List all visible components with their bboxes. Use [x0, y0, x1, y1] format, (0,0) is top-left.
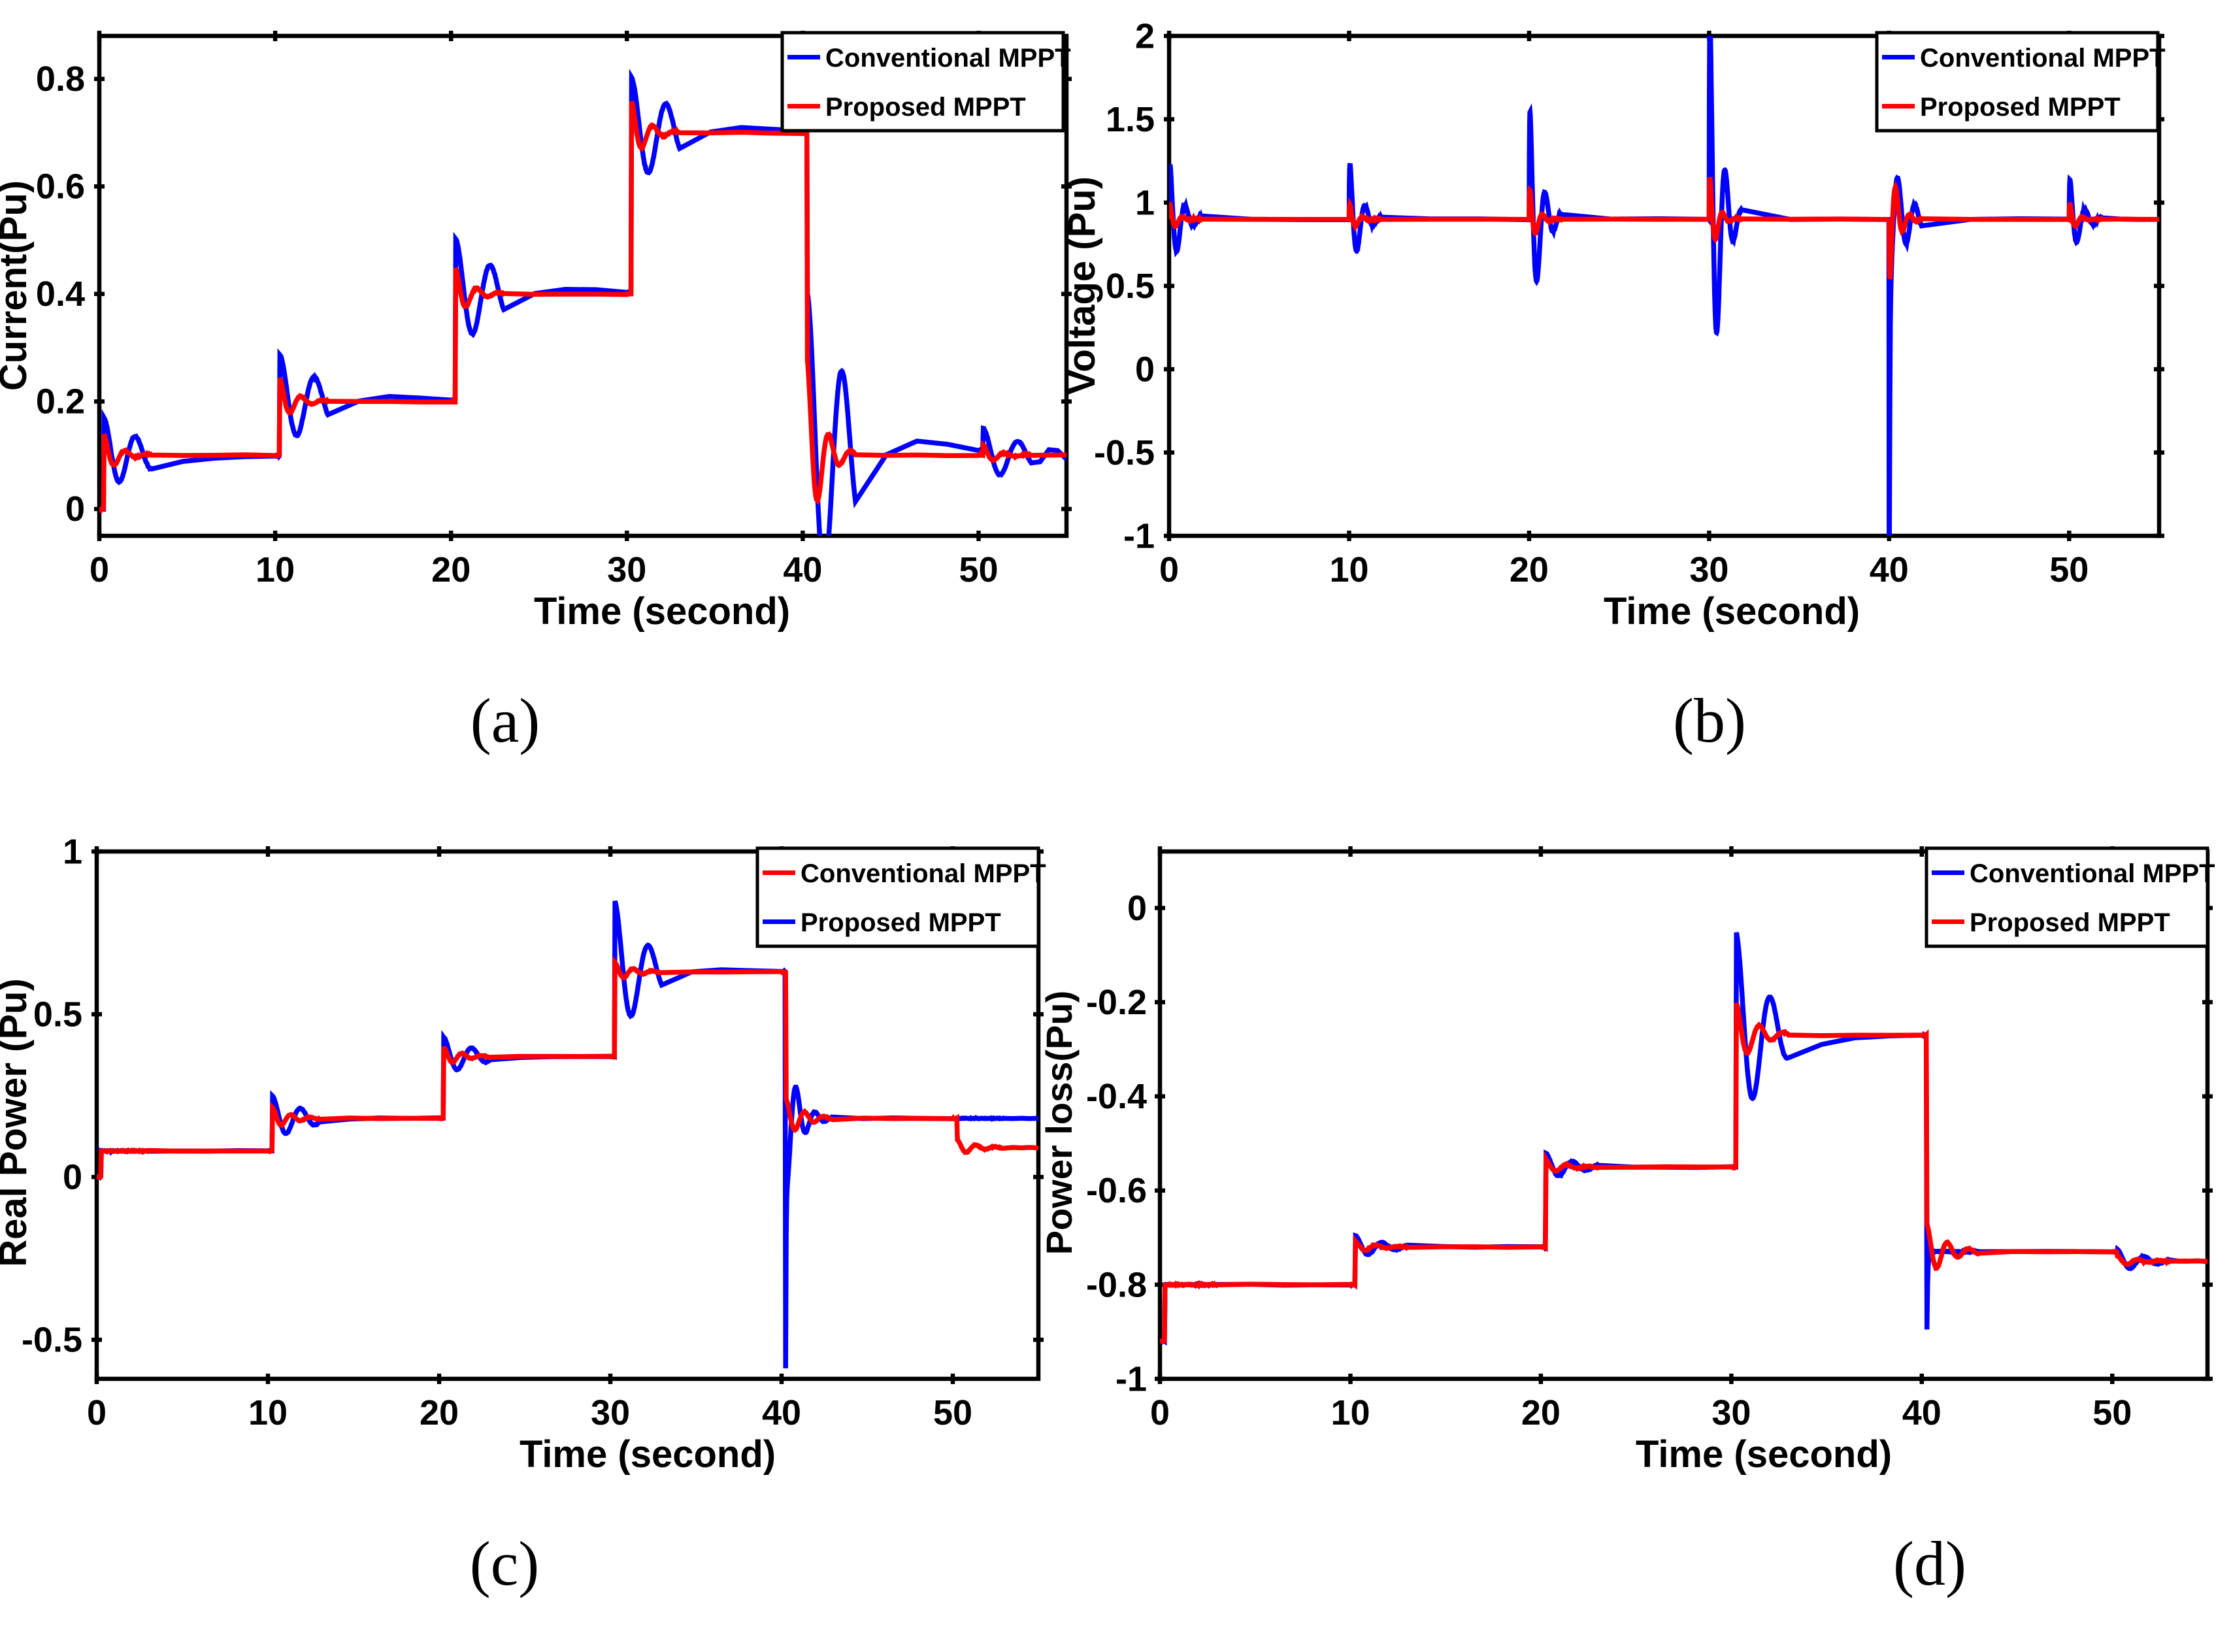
svg-text:Time (second): Time (second) [520, 1433, 776, 1476]
svg-text:0.8: 0.8 [36, 59, 85, 99]
svg-text:Time (second): Time (second) [1636, 1433, 1892, 1476]
svg-text:20: 20 [420, 1393, 459, 1432]
svg-text:2: 2 [1135, 16, 1155, 56]
svg-text:20: 20 [1510, 550, 1549, 589]
svg-text:0: 0 [1159, 550, 1179, 589]
svg-text:1: 1 [1135, 183, 1155, 222]
svg-text:10: 10 [1330, 1393, 1370, 1432]
svg-text:10: 10 [248, 1393, 288, 1432]
svg-text:Proposed MPPT: Proposed MPPT [801, 908, 1001, 937]
svg-text:-0.5: -0.5 [1094, 433, 1155, 472]
svg-text:-0.2: -0.2 [1086, 983, 1147, 1022]
svg-text:0: 0 [1127, 889, 1147, 928]
svg-text:Proposed MPPT: Proposed MPPT [1970, 908, 2170, 937]
svg-text:0.5: 0.5 [1106, 267, 1155, 306]
svg-text:50: 50 [933, 1393, 972, 1432]
svg-text:-1: -1 [1123, 516, 1155, 555]
svg-text:30: 30 [591, 1393, 630, 1432]
svg-text:Time (second): Time (second) [1604, 590, 1860, 633]
svg-text:30: 30 [607, 550, 646, 589]
svg-text:-1: -1 [1116, 1359, 1147, 1398]
svg-text:0: 0 [1150, 1393, 1170, 1432]
svg-text:Conventional MPPT: Conventional MPPT [801, 859, 1046, 888]
svg-text:50: 50 [2049, 550, 2089, 589]
svg-text:(b): (b) [1673, 686, 1746, 755]
svg-text:Proposed MPPT: Proposed MPPT [1920, 93, 2121, 122]
svg-text:(a): (a) [471, 686, 540, 755]
svg-text:30: 30 [1711, 1393, 1751, 1432]
svg-text:40: 40 [1902, 1393, 1942, 1432]
svg-text:0: 0 [1135, 350, 1155, 389]
svg-text:0.4: 0.4 [36, 274, 85, 314]
svg-text:1: 1 [63, 832, 82, 871]
svg-text:0: 0 [87, 1393, 107, 1432]
svg-text:Time (second): Time (second) [534, 590, 790, 633]
svg-text:(c): (c) [470, 1528, 540, 1598]
svg-text:Conventional MPPT: Conventional MPPT [825, 44, 1071, 73]
svg-text:40: 40 [783, 550, 822, 589]
svg-text:10: 10 [256, 550, 295, 589]
svg-text:Real Power (Pu): Real Power (Pu) [0, 978, 35, 1267]
svg-text:50: 50 [959, 550, 998, 589]
svg-text:Voltage (Pu): Voltage (Pu) [1061, 176, 1103, 395]
svg-text:1.5: 1.5 [1106, 100, 1155, 139]
svg-text:0.5: 0.5 [33, 995, 82, 1034]
svg-text:(d): (d) [1893, 1528, 1966, 1598]
svg-text:10: 10 [1329, 550, 1368, 589]
svg-text:0.2: 0.2 [36, 382, 85, 421]
svg-text:Power loss(Pu): Power loss(Pu) [1038, 991, 1080, 1255]
svg-text:40: 40 [1870, 550, 1909, 589]
svg-text:Conventional MPPT: Conventional MPPT [1970, 859, 2215, 888]
svg-text:40: 40 [762, 1393, 801, 1432]
svg-text:0.6: 0.6 [36, 167, 85, 206]
svg-text:Current(Pu): Current(Pu) [0, 180, 35, 391]
svg-text:-0.8: -0.8 [1086, 1265, 1147, 1304]
svg-text:-0.6: -0.6 [1086, 1171, 1147, 1210]
svg-text:20: 20 [431, 550, 471, 589]
svg-text:20: 20 [1521, 1393, 1561, 1432]
svg-text:0: 0 [63, 1158, 82, 1197]
svg-text:-0.4: -0.4 [1086, 1077, 1147, 1116]
svg-text:-0.5: -0.5 [22, 1321, 82, 1360]
svg-text:Proposed MPPT: Proposed MPPT [825, 93, 1026, 122]
svg-text:Conventional MPPT: Conventional MPPT [1920, 44, 2166, 73]
svg-text:30: 30 [1689, 550, 1728, 589]
svg-text:0: 0 [65, 489, 85, 529]
svg-text:0: 0 [90, 550, 109, 589]
svg-text:50: 50 [2092, 1393, 2132, 1432]
